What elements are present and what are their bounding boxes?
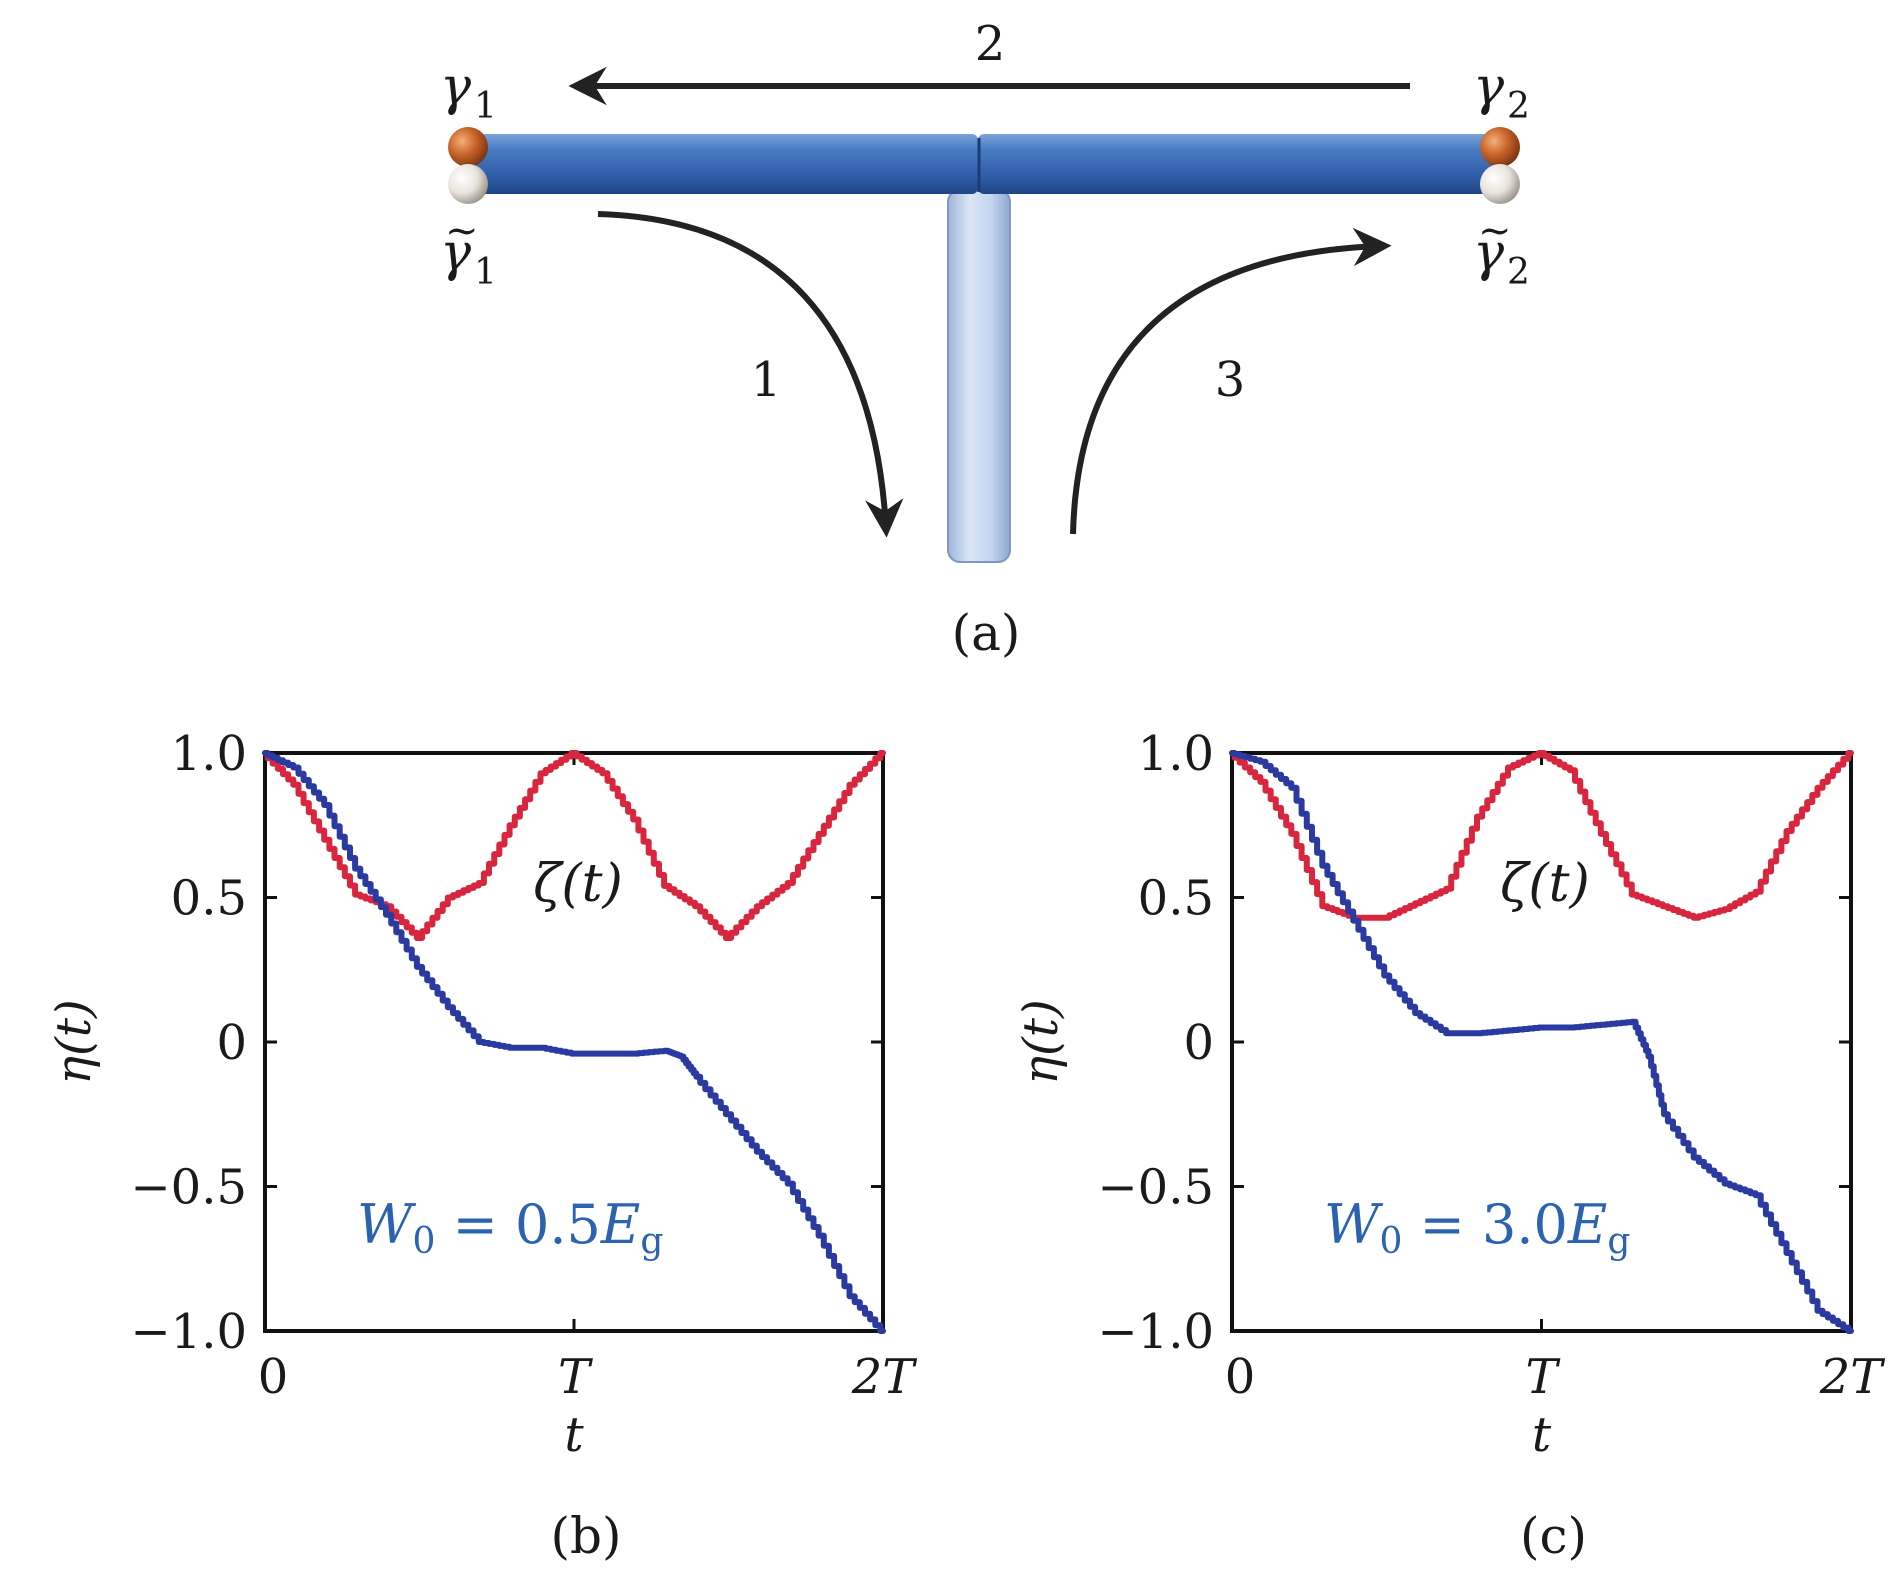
chart-panel-c: 1.00.50−0.5−1.00 T 2T tη(t)ζ(t)W0 = 3.0Eg(… <box>1013 726 1885 1565</box>
curve-annotation: ζ(t) <box>1500 854 1590 914</box>
param-E-sub: g <box>1607 1221 1630 1262</box>
parameter-annotation: W0 = 0.5Eg <box>357 1193 663 1262</box>
y-tick-label: 1.0 <box>1138 726 1214 782</box>
series-zeta-line <box>262 750 886 941</box>
y-tick-label: 1.0 <box>171 726 247 782</box>
arrow-step-1 <box>597 211 904 538</box>
param-eq: = 3.0 <box>1402 1193 1567 1256</box>
label-step-2: 2 <box>975 16 1006 72</box>
x-tick-label: 0 <box>1225 1349 1256 1405</box>
label-gamma2-tilde: γ <box>1473 223 1505 283</box>
parameter-annotation: W0 = 3.0Eg <box>1324 1193 1630 1262</box>
panel-caption: (c) <box>1520 1507 1587 1565</box>
label-gamma1-sub: 1 <box>474 86 497 127</box>
label-gamma1-tilde-mark: ~ <box>445 208 479 254</box>
y-tick-label: −0.5 <box>130 1160 247 1216</box>
y-tick-label: 0 <box>216 1015 247 1071</box>
y-tick-label: −1.0 <box>130 1304 247 1360</box>
label-gamma1: γ <box>440 57 472 117</box>
caption-panel-a: (a) <box>952 604 1021 662</box>
x-tick-label: 2T <box>851 1349 918 1405</box>
label-gamma1-tilde-sub: 1 <box>474 252 497 293</box>
arrow-step-3 <box>1070 227 1392 535</box>
param-eq: = 0.5 <box>435 1193 600 1256</box>
y-tick-label: 0.5 <box>1138 871 1214 927</box>
horizontal-nanowire-right <box>978 134 1498 194</box>
param-W: W <box>357 1193 417 1256</box>
y-axis-label: η(t) <box>1013 999 1069 1085</box>
series-eta-line <box>262 750 886 1334</box>
label-step-3: 3 <box>1215 352 1246 408</box>
param-W-sub: 0 <box>1380 1221 1403 1262</box>
curve-annotation: ζ(t) <box>533 854 623 914</box>
panel-caption: (b) <box>550 1507 621 1565</box>
x-tick-label: 2T <box>1819 1349 1886 1405</box>
label-gamma2-sub: 2 <box>1507 86 1530 127</box>
t-junction-schematic: γ 1 γ 2 ~ γ 1 ~ γ 2 2 1 3 (a) <box>440 16 1530 662</box>
x-axis-label: t <box>564 1407 584 1463</box>
horizontal-nanowire-left <box>470 134 978 194</box>
y-axis-label: η(t) <box>46 999 102 1085</box>
y-tick-label: 0 <box>1183 1015 1214 1071</box>
label-gamma2-tilde-mark: ~ <box>1478 208 1512 254</box>
y-tick-label: 0.5 <box>171 871 247 927</box>
majorana-gamma2-tilde <box>1480 164 1520 204</box>
param-E: E <box>600 1193 640 1256</box>
param-W: W <box>1324 1193 1384 1256</box>
series-eta-line <box>1229 750 1854 1334</box>
x-tick-label: T <box>1525 1349 1560 1405</box>
x-tick-label: 0 <box>258 1349 289 1405</box>
y-tick-label: −1.0 <box>1097 1304 1214 1360</box>
x-axis-label: t <box>1532 1407 1552 1463</box>
majorana-gamma2 <box>1480 127 1520 167</box>
vertical-nanowire <box>947 189 1011 563</box>
label-gamma1-tilde: γ <box>440 223 472 283</box>
param-W-sub: 0 <box>413 1221 436 1262</box>
x-tick-label: T <box>558 1349 593 1405</box>
majorana-gamma1 <box>448 127 488 167</box>
chart-panel-b: 1.00.50−0.5−1.00 T 2T tη(t)ζ(t)W0 = 0.5Eg(… <box>46 726 917 1565</box>
y-tick-label: −0.5 <box>1097 1160 1214 1216</box>
label-step-1: 1 <box>751 352 782 408</box>
label-gamma2-tilde-sub: 2 <box>1507 252 1530 293</box>
param-E: E <box>1567 1193 1607 1256</box>
series-zeta-line <box>1229 750 1854 921</box>
label-gamma2: γ <box>1473 57 1505 117</box>
param-E-sub: g <box>640 1221 663 1262</box>
majorana-gamma1-tilde <box>448 164 488 204</box>
